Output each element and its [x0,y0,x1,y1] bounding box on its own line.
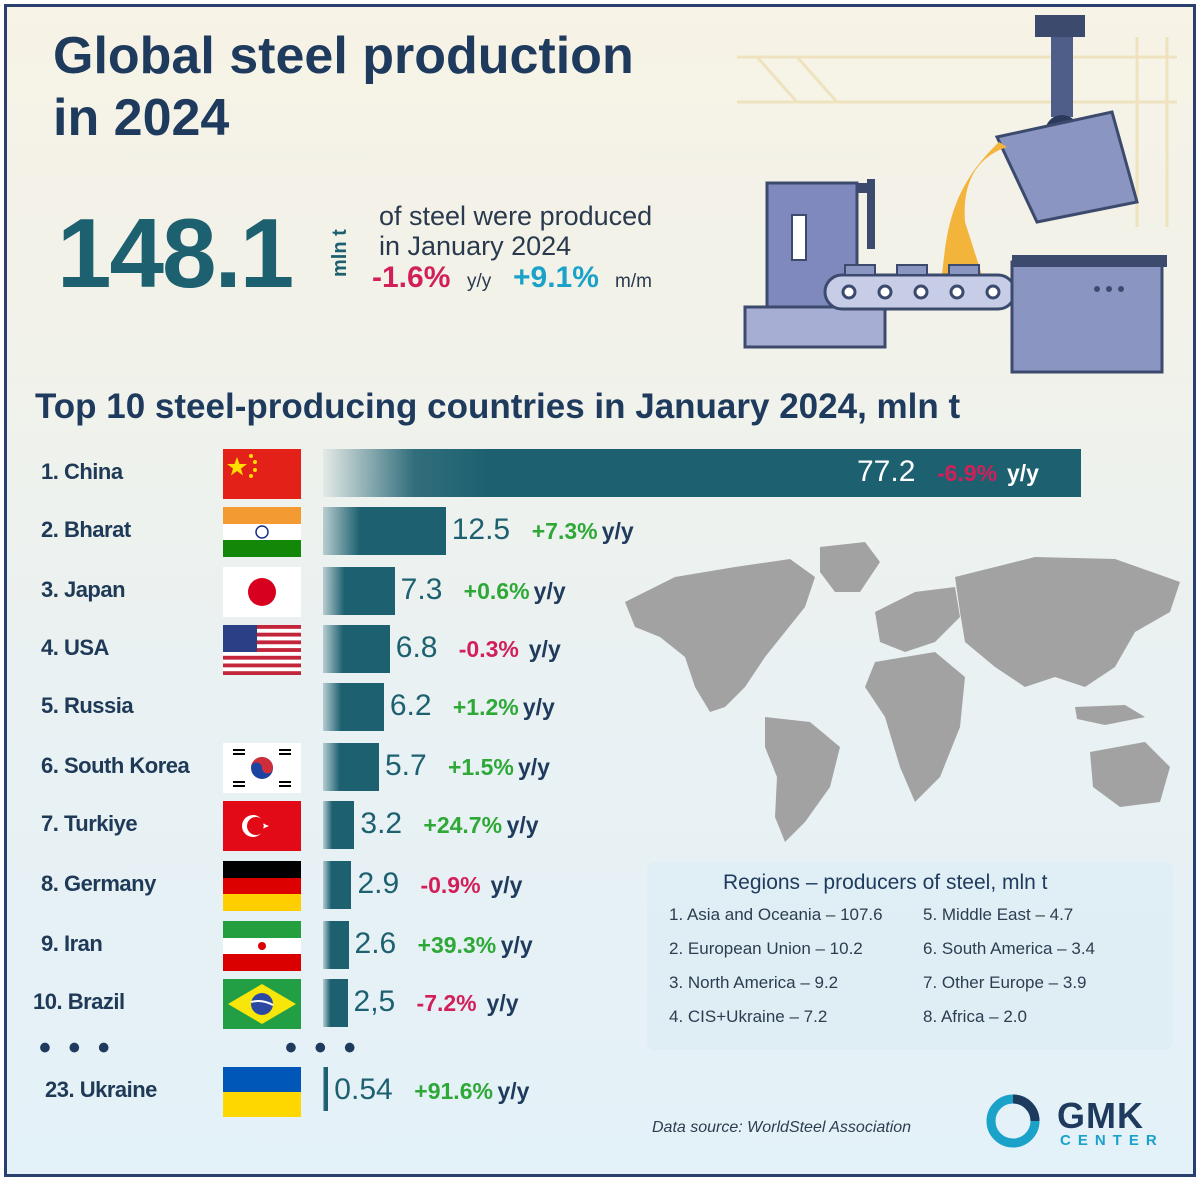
total-production-unit: mln t [329,229,351,277]
regions-title: Regions – producers of steel, mln t [723,871,1048,894]
turkey-flag-icon [223,801,301,851]
mm-unit-label: m/m [615,271,652,292]
china-flag-icon [223,449,301,499]
bar [323,861,352,909]
bar-change-label: -6.9% [937,460,998,486]
steel-plant-illustration [737,15,1177,374]
bar-change-label: -7.2% [416,990,477,1016]
bar-value-label: 6.2 [389,689,432,722]
bar [323,507,446,555]
bar-value-label: 5.7 [384,749,427,782]
ellipsis-bars: • • • [285,1029,360,1067]
bar-value-label: 0.54 [334,1073,393,1106]
region-item: 7. Other Europe – 3.9 [923,973,1087,992]
bar-change-label: +1.2% [452,694,519,720]
brazil-flag-icon [223,979,301,1029]
bar-change-unit: y/y [528,636,561,662]
bar-value-label: 6.8 [395,631,438,664]
regions-panel [647,862,1173,1050]
region-item: 3. North America – 9.2 [669,973,839,992]
title-line-1: Global steel production [53,27,634,85]
data-source: Data source: WorldSteel Association [652,1119,912,1136]
summary-text-line-2: in January 2024 [379,231,572,261]
country-label: 1. China [41,459,123,484]
bar-change-label: +1.5% [447,754,514,780]
country-label: 5. Russia [41,693,134,718]
infographic: Global steel production in 2024 [4,4,1196,1177]
bar-change-unit: y/y [506,812,539,838]
ukraine-flag-icon [223,1067,301,1117]
country-label: 4. USA [41,635,109,660]
country-label: 10. Brazil [33,989,125,1014]
bar [323,625,390,673]
yy-unit-label: y/y [467,271,492,292]
logo-subtitle: CENTER [1060,1132,1164,1149]
bar-change-unit: y/y [517,754,550,780]
country-label: 9. Iran [41,931,103,956]
bar-change-label: +7.3% [531,518,598,544]
bar-change-unit: y/y [486,990,519,1016]
ellipsis-countries: • • • [39,1029,114,1067]
total-production-value: 148.1 [57,198,294,308]
bar-value-label: 3.2 [360,807,403,840]
country-label: 7. Turkiye [41,811,138,836]
bar-change-label: +91.6% [414,1078,493,1104]
bar-change-label: +24.7% [423,812,503,838]
bar-change-unit: y/y [533,578,566,604]
page-title: Global steel production in 2024 [53,25,634,149]
iran-flag-icon [223,921,301,971]
bar-value-label: 7.3 [400,573,443,606]
bar-value-label: 12.5 [451,513,511,546]
bar-change-label: -0.3% [458,636,519,662]
chart-title: Top 10 steel-producing countries in Janu… [35,387,961,426]
bar [323,449,1081,497]
south-korea-flag-icon [223,743,301,793]
country-label: 2. Bharat [41,517,131,542]
bar-change-unit: y/y [497,1078,530,1104]
country-label: 3. Japan [41,577,126,602]
yy-change-value: -1.6% [372,261,451,294]
summary-text-line-1: of steel were produced [379,201,653,231]
bar [323,801,355,849]
germany-flag-icon [223,861,301,911]
country-label: 6. South Korea [41,753,190,778]
region-item: 2. European Union – 10.2 [669,939,863,958]
title-line-2: in 2024 [53,89,230,147]
region-item: 1. Asia and Oceania – 107.6 [669,905,883,924]
bar [323,979,348,1027]
bar [323,567,395,615]
region-item: 5. Middle East – 4.7 [923,905,1074,924]
bar-change-label: -0.9% [420,872,481,898]
india-flag-icon [223,507,301,557]
bar [323,683,384,731]
logo-name: GMK [1057,1095,1144,1136]
bar-value-label: 2.9 [357,867,400,900]
bar-change-unit: y/y [522,694,555,720]
usa-flag-icon [223,625,301,675]
region-item: 8. Africa – 2.0 [923,1007,1027,1026]
mm-change-value: +9.1% [513,261,599,294]
bar-change-unit: y/y [490,872,523,898]
region-item: 4. CIS+Ukraine – 7.2 [669,1007,828,1026]
bar-change-label: +0.6% [463,578,530,604]
bar [323,1067,329,1111]
region-item: 6. South America – 3.4 [923,939,1095,958]
bar-value-label: 77.2 [857,455,916,488]
country-label: 23. Ukraine [45,1077,157,1102]
bar-change-unit: y/y [500,932,533,958]
bar-value-label: 2.6 [354,927,397,960]
bar-value-label: 2,5 [353,985,396,1018]
world-map-icon [625,542,1180,842]
gmk-logo-icon [986,1094,1040,1148]
bar-change-unit: y/y [601,518,634,544]
japan-flag-icon [223,567,301,617]
bar [323,921,349,969]
bar [323,743,379,791]
bar-change-label: +39.3% [417,932,497,958]
bar-change-unit: y/y [1007,460,1039,486]
country-label: 8. Germany [41,871,156,896]
